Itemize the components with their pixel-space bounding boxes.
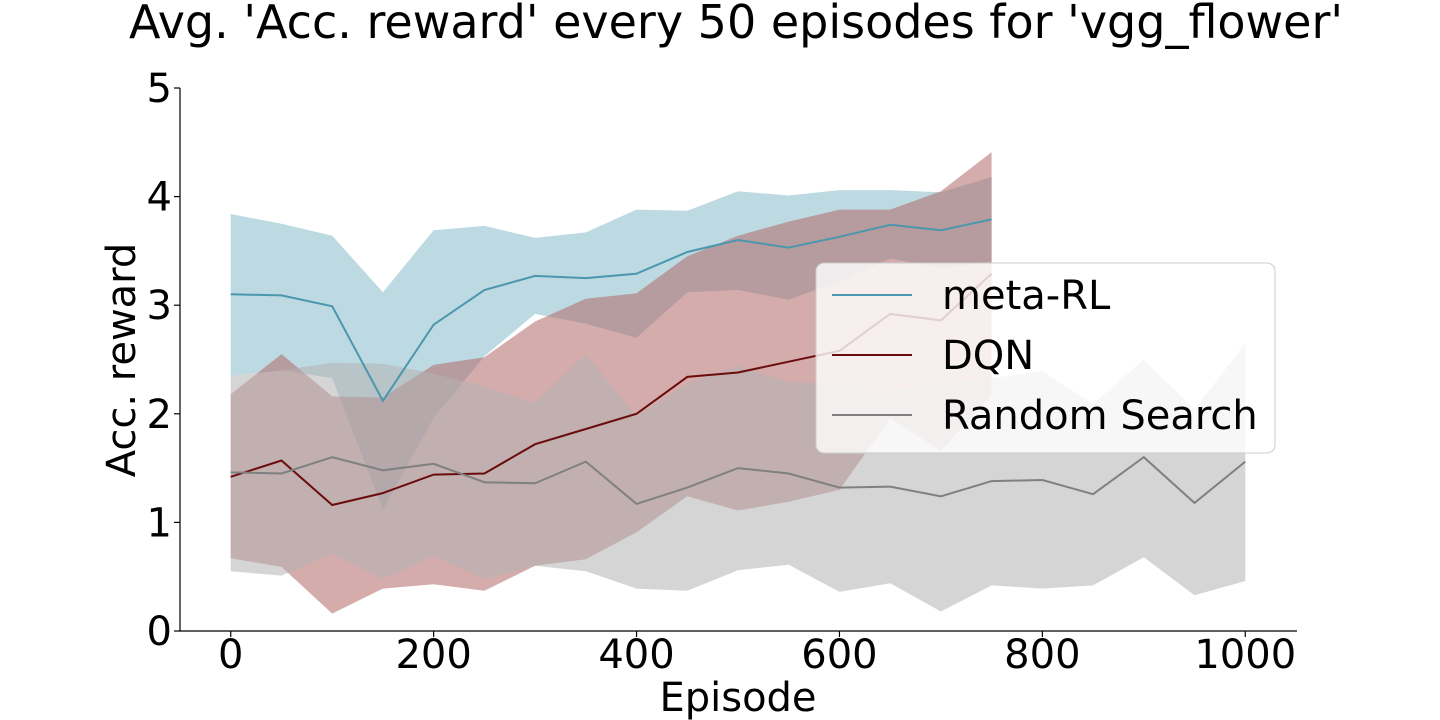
y-tick-label: 5 <box>147 66 172 112</box>
y-ticks: 0 1 2 3 4 5 <box>147 66 180 655</box>
legend-label-2: Random Search <box>942 393 1258 439</box>
y-tick-label: 3 <box>147 283 172 329</box>
x-tick-label: 200 <box>395 632 471 678</box>
x-tick-label: 600 <box>801 632 877 678</box>
x-ticks: 0 200 400 600 800 1000 <box>218 631 1296 678</box>
y-tick-label: 4 <box>147 175 172 221</box>
x-tick-label: 0 <box>218 632 243 678</box>
y-tick-label: 2 <box>147 392 172 438</box>
y-axis-label: Acc. reward <box>99 243 145 478</box>
legend-label-0: meta-RL <box>942 273 1111 319</box>
x-tick-label: 800 <box>1004 632 1080 678</box>
chart-title: Avg. 'Acc. reward' every 50 episodes for… <box>129 0 1343 49</box>
series-line-0 <box>230 218 992 403</box>
legend-label-1: DQN <box>942 333 1034 379</box>
y-tick-label: 1 <box>147 500 172 546</box>
x-axis-label: Episode <box>659 675 816 720</box>
series-line-2 <box>230 455 1246 506</box>
legend: meta-RL DQN Random Search <box>815 262 1276 454</box>
y-tick-label: 0 <box>147 609 172 655</box>
x-tick-label: 1000 <box>1194 632 1296 678</box>
x-tick-label: 400 <box>598 632 674 678</box>
legend-box <box>815 262 1276 454</box>
